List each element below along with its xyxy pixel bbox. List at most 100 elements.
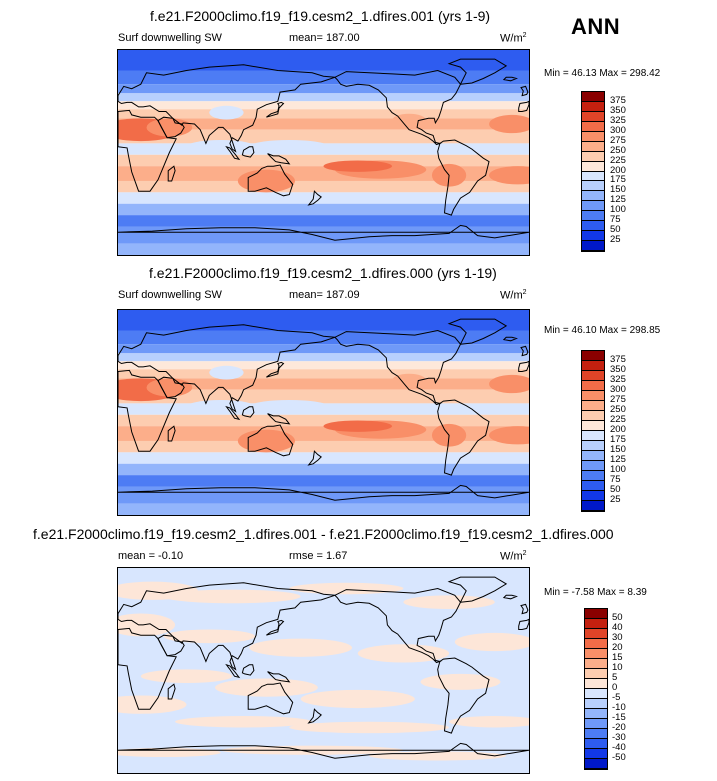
coastline [118, 484, 529, 501]
colorbar-cell [582, 491, 604, 501]
field-band [118, 475, 529, 487]
panel3-colorbar [584, 608, 608, 770]
colorbar-tick-label: 125 [610, 454, 626, 465]
coastline [518, 100, 529, 112]
colorbar-cell [582, 241, 604, 251]
field-band [118, 378, 529, 390]
coastline [247, 424, 294, 457]
coastline [118, 369, 177, 452]
map-canvas [118, 568, 529, 773]
coastline [437, 399, 490, 476]
colorbar-cell [582, 471, 604, 481]
field-patch [403, 595, 495, 609]
field-band [118, 50, 529, 71]
field-blob [489, 166, 529, 185]
field-band [118, 180, 529, 193]
colorbar-tick-label: 125 [610, 194, 626, 206]
coastline [307, 450, 322, 466]
colorbar-tick-label: 0 [612, 682, 618, 693]
colorbar-cell [585, 679, 607, 689]
colorbar-cell [582, 211, 604, 222]
colorbar-tick-label: -5 [612, 692, 621, 703]
colorbar-tick-label: 20 [612, 642, 623, 653]
colorbar-cell [582, 201, 604, 212]
coastline [447, 576, 508, 603]
field-band [118, 414, 529, 427]
colorbar-cell [582, 431, 604, 441]
colorbar-tick-label: 25 [610, 234, 621, 246]
coastline [157, 376, 185, 399]
colorbar-cell [582, 461, 604, 471]
colorbar-tick-label: 275 [610, 394, 626, 405]
colorbar-tick-label: 200 [610, 424, 626, 435]
colorbar-tick-label: 200 [610, 164, 626, 176]
panel1-title: f.e21.F2000climo.f19_f19.cesm2_1.dfires.… [150, 8, 491, 24]
colorbar-cell [585, 629, 607, 639]
season-label: ANN [571, 14, 621, 39]
coastline [502, 76, 518, 82]
coastline [247, 164, 294, 197]
field-patch [300, 689, 415, 709]
field-band [118, 109, 529, 119]
coastline [241, 146, 255, 158]
coastline [167, 165, 176, 182]
colorbar-tick-label: 175 [610, 434, 626, 445]
colorbar-cell [585, 609, 607, 619]
colorbar-tick-label: 375 [610, 94, 626, 106]
colorbar-cell [582, 361, 604, 371]
field-band [118, 426, 529, 441]
coastline [157, 116, 185, 139]
colorbar-cell [582, 171, 604, 182]
colorbar-cell [585, 749, 607, 759]
field-patch [357, 644, 450, 663]
colorbar-cell [582, 161, 604, 172]
colorbar-cell [582, 101, 604, 112]
coastline [520, 345, 529, 357]
colorbar-tick-label: 250 [610, 404, 626, 415]
colorbar-cell [582, 181, 604, 192]
map-canvas [118, 50, 529, 255]
panel2-colorbar [581, 350, 605, 512]
field-patch [454, 632, 529, 652]
coastline [518, 360, 529, 372]
colorbar-cell [585, 669, 607, 679]
field-blob [186, 399, 255, 414]
field-blob [489, 114, 529, 134]
field-blob [146, 378, 193, 397]
field-band [118, 330, 529, 345]
colorbar-cell [582, 391, 604, 401]
colorbar-tick-label: -40 [612, 742, 626, 753]
panel1-variable: Surf downwelling SW [118, 32, 222, 44]
field-patch [163, 629, 255, 644]
colorbar-cell [582, 131, 604, 142]
colorbar-cell [585, 649, 607, 659]
coastline [447, 58, 508, 85]
colorbar-tick-label: 150 [610, 444, 626, 455]
colorbar-cell [582, 481, 604, 491]
field-blob [237, 429, 295, 453]
colorbar-tick-label: 25 [610, 494, 621, 505]
coastline [167, 425, 176, 442]
field-blob [249, 399, 330, 414]
colorbar-cell [585, 699, 607, 709]
field-band [118, 215, 529, 227]
colorbar-cell [582, 451, 604, 461]
panel1-map [117, 49, 530, 256]
field-patch [289, 721, 450, 734]
colorbar-cell [585, 619, 607, 629]
field-band [118, 369, 529, 379]
coastline [118, 582, 336, 671]
field-patch [249, 638, 353, 657]
coastline [447, 318, 508, 345]
panel3-units: W/m2 [500, 550, 527, 563]
field-blob [186, 139, 255, 154]
colorbar-tick-label: 250 [610, 144, 626, 156]
coastline [437, 139, 490, 216]
colorbar-tick-label: 30 [612, 632, 623, 643]
colorbar-tick-label: 350 [610, 364, 626, 375]
panel2-title: f.e21.F2000climo.f19_f19.cesm2_1.dfires.… [149, 265, 497, 281]
field-band [118, 310, 529, 331]
coastline [241, 664, 255, 676]
field-blob [209, 105, 244, 120]
field-patch [215, 678, 318, 697]
